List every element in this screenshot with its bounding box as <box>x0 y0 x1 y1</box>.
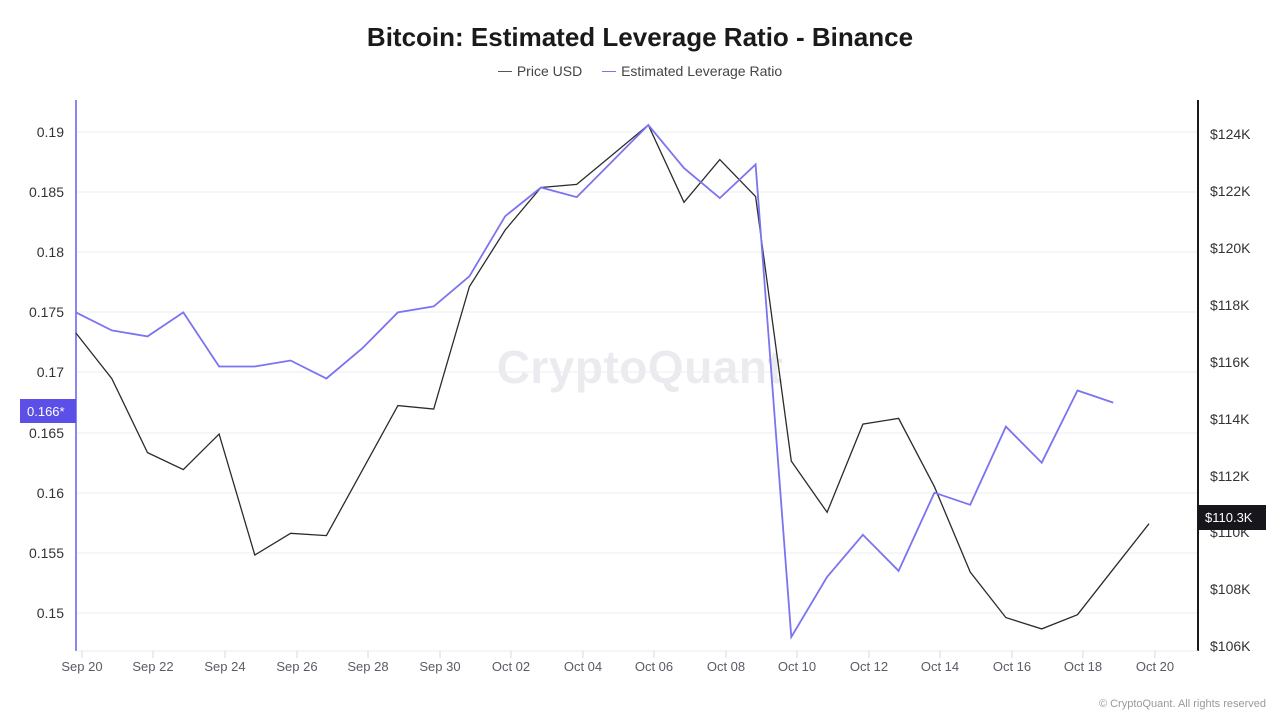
svg-text:$120K: $120K <box>1210 240 1251 256</box>
svg-text:$116K: $116K <box>1210 354 1250 370</box>
svg-text:Oct 14: Oct 14 <box>921 659 959 674</box>
svg-text:Oct 06: Oct 06 <box>635 659 673 674</box>
svg-text:0.15: 0.15 <box>37 605 64 621</box>
svg-text:$112K: $112K <box>1210 468 1250 484</box>
svg-text:0.166*: 0.166* <box>27 404 65 419</box>
svg-text:Sep 26: Sep 26 <box>276 659 317 674</box>
svg-text:$110.3K: $110.3K <box>1205 510 1253 525</box>
svg-text:Sep 22: Sep 22 <box>132 659 173 674</box>
svg-text:Oct 02: Oct 02 <box>492 659 530 674</box>
svg-text:Oct 20: Oct 20 <box>1136 659 1174 674</box>
svg-text:Oct 16: Oct 16 <box>993 659 1031 674</box>
svg-text:Sep 28: Sep 28 <box>347 659 388 674</box>
svg-text:0.17: 0.17 <box>37 364 64 380</box>
svg-text:Sep 30: Sep 30 <box>419 659 460 674</box>
svg-text:0.175: 0.175 <box>29 304 64 320</box>
svg-text:$124K: $124K <box>1210 126 1251 142</box>
svg-text:$114K: $114K <box>1210 411 1250 427</box>
svg-text:Oct 12: Oct 12 <box>850 659 888 674</box>
svg-text:0.16: 0.16 <box>37 485 64 501</box>
svg-text:Oct 18: Oct 18 <box>1064 659 1102 674</box>
svg-text:$118K: $118K <box>1210 297 1250 313</box>
svg-text:$108K: $108K <box>1210 581 1251 597</box>
svg-text:0.185: 0.185 <box>29 184 64 200</box>
svg-text:Oct 08: Oct 08 <box>707 659 745 674</box>
svg-text:0.18: 0.18 <box>37 244 64 260</box>
svg-text:Oct 04: Oct 04 <box>564 659 602 674</box>
svg-text:0.165: 0.165 <box>29 425 64 441</box>
svg-text:Sep 24: Sep 24 <box>204 659 245 674</box>
svg-text:$122K: $122K <box>1210 183 1251 199</box>
svg-text:Sep 20: Sep 20 <box>61 659 102 674</box>
svg-text:Oct 10: Oct 10 <box>778 659 816 674</box>
svg-text:0.19: 0.19 <box>37 124 64 140</box>
svg-text:0.155: 0.155 <box>29 545 64 561</box>
svg-text:$106K: $106K <box>1210 638 1251 654</box>
